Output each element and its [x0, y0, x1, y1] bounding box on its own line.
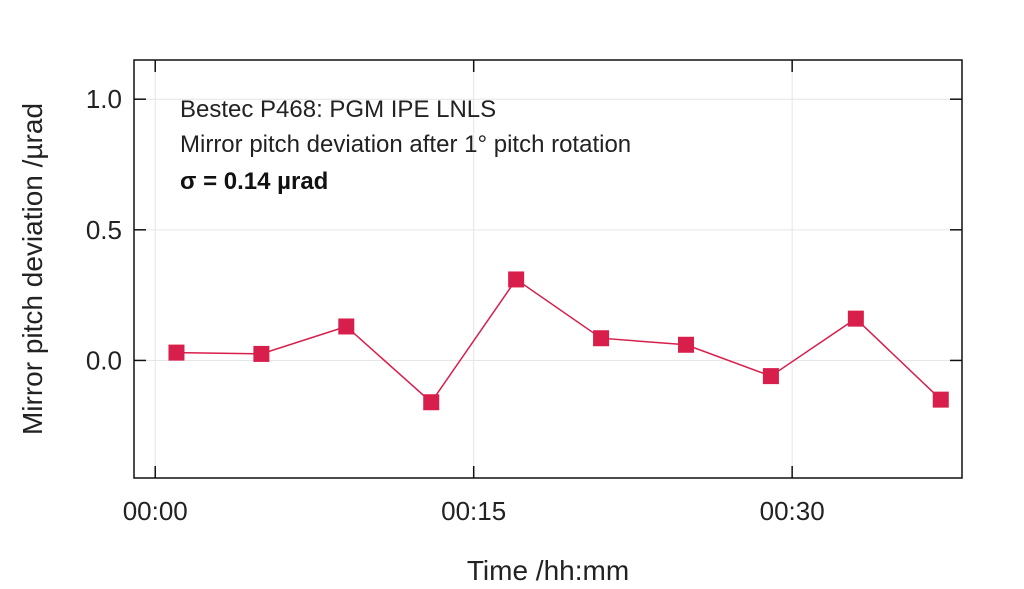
x-tick-label: 00:00: [123, 496, 188, 526]
plot-frame: [133, 59, 963, 479]
y-axis-title: Mirror pitch deviation /µrad: [17, 103, 48, 435]
data-point: [762, 368, 779, 385]
data-point: [423, 394, 440, 411]
data-point: [253, 345, 270, 362]
tick-labels: 0.0 0.5 1.0 00:00 00:15 00:30: [86, 84, 825, 526]
axis-ticks: [134, 60, 962, 478]
annotation-sigma: σ = 0.14 µrad: [180, 168, 328, 195]
data-series: [168, 271, 949, 411]
data-point: [593, 330, 610, 347]
y-tick-label: 0.5: [86, 215, 122, 245]
data-point: [847, 310, 864, 327]
data-point: [508, 271, 525, 288]
annotation: Bestec P468: PGM IPE LNLS Mirror pitch d…: [180, 96, 631, 195]
x-tick-label: 00:15: [441, 496, 506, 526]
x-axis-title: Time /hh:mm: [467, 555, 629, 586]
annotation-line-2: Mirror pitch deviation after 1° pitch ro…: [180, 131, 631, 158]
x-tick-label: 00:30: [760, 496, 825, 526]
data-point: [932, 391, 949, 408]
series-line: [176, 278, 942, 404]
data-point: [168, 344, 185, 361]
annotation-line-1: Bestec P468: PGM IPE LNLS: [180, 96, 496, 123]
data-point: [678, 336, 694, 353]
grid-lines: [134, 60, 962, 478]
data-point: [338, 318, 355, 335]
y-tick-label: 0.0: [86, 345, 122, 375]
y-tick-label: 1.0: [86, 84, 122, 114]
